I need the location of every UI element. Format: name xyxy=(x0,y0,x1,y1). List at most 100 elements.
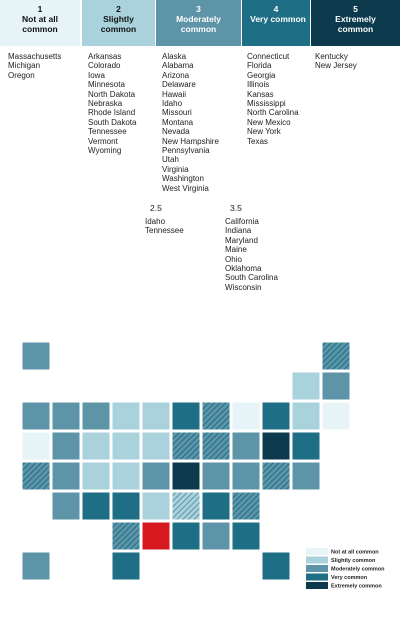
level-label: Slightly common xyxy=(100,14,137,34)
state-name: South Carolina xyxy=(225,273,278,283)
state-name: North Dakota xyxy=(88,89,136,99)
state-name: Wyoming xyxy=(88,146,122,156)
state-name: Vermont xyxy=(88,136,118,146)
intermediate-number: 2.5 xyxy=(150,203,162,213)
level-label: Very common xyxy=(250,14,306,24)
state xyxy=(111,461,141,491)
state xyxy=(231,521,261,551)
state-name: Rhode Island xyxy=(88,108,136,118)
state-name: North Carolina xyxy=(247,108,299,118)
level-label: Extremely common xyxy=(335,14,376,34)
state xyxy=(171,401,201,431)
state xyxy=(201,461,231,491)
legend-swatch xyxy=(306,556,328,564)
legend-swatch xyxy=(306,573,328,581)
state xyxy=(321,401,351,431)
state-name: Mississippi xyxy=(247,99,286,109)
state-name: Virginia xyxy=(162,164,189,174)
state-name: Oregon xyxy=(8,70,35,80)
legend-swatch xyxy=(306,565,328,572)
state-hatch xyxy=(111,521,141,551)
state xyxy=(111,551,141,581)
level-number: 3 xyxy=(196,4,201,14)
state xyxy=(321,371,351,401)
legend-swatch xyxy=(306,582,328,589)
state xyxy=(201,491,231,521)
state xyxy=(261,401,291,431)
state-name: Hawaii xyxy=(162,89,187,99)
state-name: Maine xyxy=(225,245,247,255)
state xyxy=(201,521,231,551)
state-list: Arkansas Colorado Iowa Minnesota North Dakot… xyxy=(88,52,150,155)
state-name: Texas xyxy=(247,136,268,146)
state xyxy=(111,431,141,461)
state-name: Idaho xyxy=(145,217,166,226)
state-name: Montana xyxy=(162,117,194,127)
state-list: California Indiana Maryland Maine Ohio Oklaho… xyxy=(225,217,287,292)
state xyxy=(231,461,261,491)
state-list: Alaska Alabama Arizona Delaware Hawaii Idaho M… xyxy=(162,52,224,193)
legend-swatch xyxy=(306,548,328,555)
state-name: Tennessee xyxy=(145,226,184,236)
state-name: Indiana xyxy=(225,226,252,236)
state-name: Massachusetts xyxy=(8,52,62,61)
level-header: 3 Moderately common xyxy=(156,0,241,46)
state xyxy=(291,431,321,461)
state-list: Massachusetts Michigan Oregon xyxy=(8,52,70,80)
level-label: Moderately common xyxy=(176,14,221,34)
state xyxy=(21,551,51,581)
level-label: Not at all common xyxy=(22,14,58,34)
legend-label: Extremely common xyxy=(331,584,382,590)
state-name: Michigan xyxy=(8,61,41,71)
state xyxy=(171,521,201,551)
state xyxy=(291,371,321,401)
level-number: 4 xyxy=(273,4,279,14)
level-number: 1 xyxy=(37,4,43,14)
state xyxy=(141,431,171,461)
state xyxy=(21,341,51,371)
state-name: Washington xyxy=(162,174,204,184)
state-name: South Dakota xyxy=(88,117,137,127)
state xyxy=(81,461,111,491)
state xyxy=(81,431,111,461)
state xyxy=(21,401,51,431)
state xyxy=(141,491,171,521)
state-name: Ohio xyxy=(225,254,242,264)
state xyxy=(231,401,261,431)
state xyxy=(51,461,81,491)
state xyxy=(261,551,291,581)
state-name: Iowa xyxy=(88,70,105,80)
state-name: Colorado xyxy=(88,61,121,71)
state xyxy=(291,401,321,431)
level-header: 5 Extremely common xyxy=(311,0,400,46)
state-name: Tennessee xyxy=(88,127,127,137)
state-name: New Jersey xyxy=(315,61,357,71)
state-name: Arizona xyxy=(162,70,190,80)
intermediate-number: 3.5 xyxy=(230,203,242,213)
state xyxy=(291,461,321,491)
legend-label: Slightly common xyxy=(331,558,376,564)
state-name: Arkansas xyxy=(88,52,122,61)
state-hatch xyxy=(201,431,231,461)
legend-label: Moderately common xyxy=(331,567,385,573)
state xyxy=(111,401,141,431)
state-hatch xyxy=(261,461,291,491)
state-name: Nebraska xyxy=(88,99,123,109)
state-name: New Hampshire xyxy=(162,136,219,146)
level-number: 2 xyxy=(116,4,121,14)
state-hatch xyxy=(51,401,81,431)
level-header: 4 Very common xyxy=(242,0,310,46)
state-name: Missouri xyxy=(162,108,192,118)
state xyxy=(81,401,111,431)
level-number: 5 xyxy=(353,4,358,14)
state-name: Illinois xyxy=(247,80,270,90)
state-highlight xyxy=(141,521,171,551)
state-name: West Virginia xyxy=(162,183,209,193)
state-name: Oklahoma xyxy=(225,264,262,274)
state-hatch xyxy=(21,461,51,491)
legend-label: Very common xyxy=(331,575,368,581)
state-name: Kentucky xyxy=(315,52,348,61)
state-name: Utah xyxy=(162,155,179,165)
state-name: Connecticut xyxy=(247,52,290,61)
